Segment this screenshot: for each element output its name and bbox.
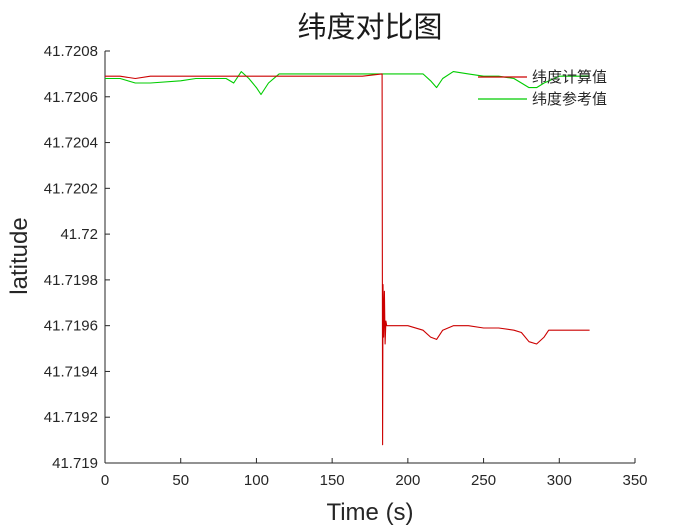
x-tick-label: 100 <box>244 472 269 489</box>
y-tick-label: 41.72 <box>60 226 98 243</box>
y-tick-label: 41.7194 <box>44 363 98 380</box>
legend-label: 纬度参考值 <box>532 90 607 108</box>
series-line-reference <box>105 71 590 96</box>
series-layer <box>105 71 590 446</box>
chart-title: 纬度对比图 <box>297 10 442 44</box>
y-tick-label: 41.7192 <box>44 409 98 426</box>
x-tick-label: 150 <box>320 472 345 489</box>
x-tick-label: 250 <box>471 472 496 489</box>
y-tick-label: 41.7206 <box>44 89 98 106</box>
plot-background <box>105 51 635 463</box>
y-tick-label: 41.719 <box>52 455 98 472</box>
y-tick-label: 41.7198 <box>44 272 98 289</box>
series-line-computed <box>105 73 590 446</box>
x-tick-label: 50 <box>172 472 189 489</box>
x-tick-label: 200 <box>395 472 420 489</box>
x-axis-label: Time (s) <box>326 499 413 525</box>
y-tick-label: 41.7208 <box>44 43 98 60</box>
y-axis-label: latitude <box>6 217 33 294</box>
x-tick-label: 350 <box>622 472 647 489</box>
x-tick-label: 300 <box>547 472 572 489</box>
legend-label: 纬度计算值 <box>532 68 607 86</box>
x-tick-label: 0 <box>101 472 109 489</box>
y-tick-label: 41.7196 <box>44 318 98 335</box>
plot-axes: 0 50 100 150 200 250 300 350 41.719 41.7192 41.719… <box>44 43 648 489</box>
y-tick-label: 41.7202 <box>44 180 98 197</box>
y-tick-label: 41.7204 <box>44 135 98 152</box>
